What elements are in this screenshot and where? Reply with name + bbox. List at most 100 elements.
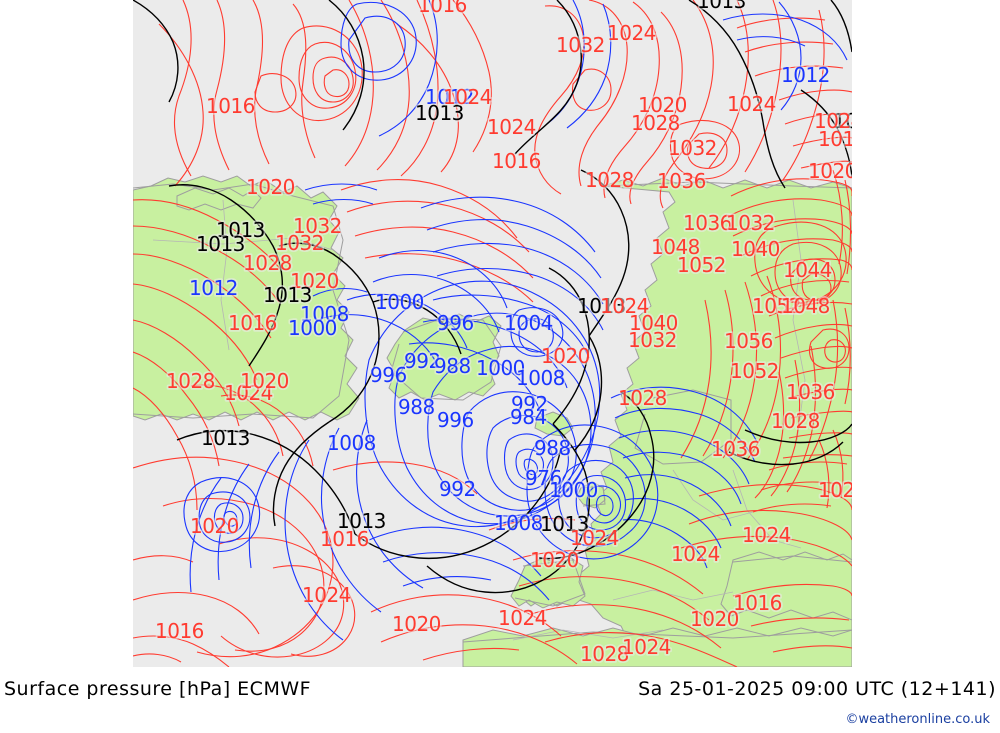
contour-label-halo: 1048: [651, 235, 700, 259]
contour-label-halo: 1028: [243, 251, 292, 275]
contour-label: 1024: [742, 523, 791, 547]
contour-label: 1036: [786, 380, 835, 404]
contour-label: 1020: [392, 612, 441, 636]
contour-label-halo: 1013: [833, 109, 852, 133]
contour-label-halo: 1032: [628, 328, 677, 352]
contour-label: 976: [525, 466, 562, 490]
contour-label: 1052: [730, 359, 779, 383]
contour-label: 1013: [337, 509, 386, 533]
contour-label-halo: 1016: [206, 94, 255, 118]
contour-label-halo: 1044: [783, 258, 832, 282]
contour-label-halo: 1032: [726, 211, 775, 235]
contour-label-halo: 1016: [228, 311, 277, 335]
contour-label: 1044: [783, 258, 832, 282]
contour-label-halo: 1020: [246, 175, 295, 199]
footer-bar: Surface pressure [hPa] ECMWF Sa 25-01-20…: [0, 667, 1000, 733]
contour-label: 1024: [727, 92, 776, 116]
contour-label-halo: 1036: [711, 437, 760, 461]
contour-label-halo: 1040: [629, 311, 678, 335]
contour-label: 1028: [585, 168, 634, 192]
contour-label: 1020: [541, 344, 590, 368]
contour-label-halo: 1020: [530, 548, 579, 572]
contour-label: 1032: [556, 33, 605, 57]
contour-label-halo: 976: [525, 466, 562, 490]
contour-label-halo: 1024: [671, 542, 720, 566]
contour-label-halo: 1032: [556, 33, 605, 57]
contour-label: 1036: [683, 211, 732, 235]
contour-label-halo: 1008: [327, 431, 376, 455]
contour-label: 1028: [631, 111, 680, 135]
contour-label: 1024: [498, 606, 547, 630]
contour-label-halo: 1008: [516, 366, 565, 390]
contour-label: 1032: [668, 136, 717, 160]
contour-label: 988: [398, 395, 435, 419]
contour-label-halo: 1052: [752, 294, 801, 318]
contour-label: 1028: [771, 409, 820, 433]
contour-label: 1000: [288, 316, 337, 340]
contour-label-halo: 1013: [415, 101, 464, 125]
contour-label-halo: 1024: [600, 294, 649, 318]
contour-label: 1020: [638, 93, 687, 117]
contour-label-halo: 1028: [631, 111, 680, 135]
contour-label-halo: 1004: [504, 311, 553, 335]
contour-label-halo: 1020: [638, 93, 687, 117]
contour-label-halo: 988: [534, 436, 571, 460]
contour-label: 992: [404, 349, 441, 373]
contour-label-halo: 1024: [742, 523, 791, 547]
contour-label-halo: 1020: [290, 269, 339, 293]
contour-label: 1020: [190, 514, 239, 538]
contour-label: 996: [437, 408, 474, 432]
contour-label-halo: 1016: [155, 619, 204, 643]
contour-label-halo: 1020: [818, 478, 852, 502]
contour-label-halo: 1000: [549, 478, 598, 502]
contour-label-halo: 1032: [275, 231, 324, 255]
contour-label-halo: 1020: [190, 514, 239, 538]
contour-label-halo: 992: [511, 392, 548, 416]
contour-label-halo: 1020: [808, 159, 852, 183]
contour-label: 1020: [240, 369, 289, 393]
contour-label: 1028: [580, 642, 629, 666]
contour-label-halo: 988: [434, 354, 471, 378]
contour-label-halo: 1016: [818, 127, 852, 151]
contour-label: 996: [370, 363, 407, 387]
contour-label-halo: 1040: [731, 237, 780, 261]
copyright-credit: ©weatheronline.co.uk: [845, 712, 990, 727]
contour-label: 1020: [808, 159, 852, 183]
contour-label-halo: 1024: [498, 606, 547, 630]
contour-label-halo: 1028: [771, 409, 820, 433]
contour-label-halo: 1013: [540, 512, 589, 536]
contour-label: 1032: [628, 328, 677, 352]
contour-label-halo: 1032: [293, 214, 342, 238]
contour-label: 988: [534, 436, 571, 460]
contour-label: 1024: [487, 115, 536, 139]
contour-label: 1048: [781, 294, 830, 318]
contour-label: 992: [511, 392, 548, 416]
contour-label-halo: 1013: [216, 218, 265, 242]
contour-label-halo: 1020: [690, 607, 739, 631]
contour-label: 1016: [228, 311, 277, 335]
contour-label: 1032: [275, 231, 324, 255]
contour-label: 1056: [724, 329, 773, 353]
contour-label-halo: 1056: [724, 329, 773, 353]
isobars-high-layer: [133, 0, 852, 667]
contour-label-halo: 1024: [570, 526, 619, 550]
landmass-layer: [133, 175, 852, 667]
contour-label-halo: 1000: [375, 290, 424, 314]
contour-label-halo: 1013: [201, 426, 250, 450]
contour-label: 1016: [733, 591, 782, 615]
contour-label-halo: 996: [437, 311, 474, 335]
contour-label: 1016: [206, 94, 255, 118]
contour-label-halo: 1028: [580, 642, 629, 666]
contour-label-halo: 1052: [677, 253, 726, 277]
contour-label-halo: 1048: [781, 294, 830, 318]
contour-label: 1024: [671, 542, 720, 566]
contour-label: 1012: [189, 276, 238, 300]
map-title: Surface pressure [hPa] ECMWF: [4, 678, 312, 700]
valid-time: Sa 25-01-2025 09:00 UTC (12+141): [638, 678, 996, 700]
contour-label-halo: 1024: [224, 381, 273, 405]
contour-label: 1020: [530, 548, 579, 572]
contour-label-halo: 1024: [814, 109, 852, 133]
contour-label-halo: 1013: [697, 0, 746, 13]
contour-label: 996: [437, 311, 474, 335]
